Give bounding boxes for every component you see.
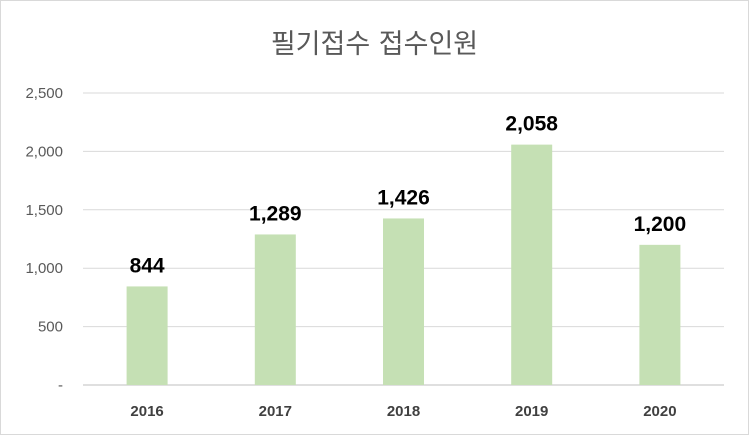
bar	[511, 144, 553, 385]
data-label: 844	[130, 254, 165, 277]
y-tick-label: 500	[38, 319, 63, 336]
y-tick-label: 2,000	[25, 143, 63, 160]
bar	[383, 218, 424, 385]
chart-title: 필기접수 접수인원	[270, 29, 479, 60]
bar	[254, 234, 296, 385]
data-label: 1,426	[377, 186, 430, 209]
x-tick-label: 2020	[643, 403, 676, 420]
data-label: 1,289	[249, 202, 302, 225]
y-tick-label: -	[58, 377, 63, 394]
bar	[126, 286, 168, 385]
data-label: 2,058	[505, 113, 558, 136]
y-tick-label: 1,500	[25, 202, 63, 219]
y-tick-label: 1,000	[25, 260, 63, 277]
x-tick-label: 2019	[515, 403, 548, 420]
x-tick-label: 2018	[387, 403, 420, 420]
x-tick-label: 2017	[259, 403, 292, 420]
bar	[639, 244, 681, 385]
x-tick-label: 2016	[130, 403, 163, 420]
data-label: 1,200	[634, 213, 687, 236]
y-tick-label: 2,500	[25, 85, 63, 102]
